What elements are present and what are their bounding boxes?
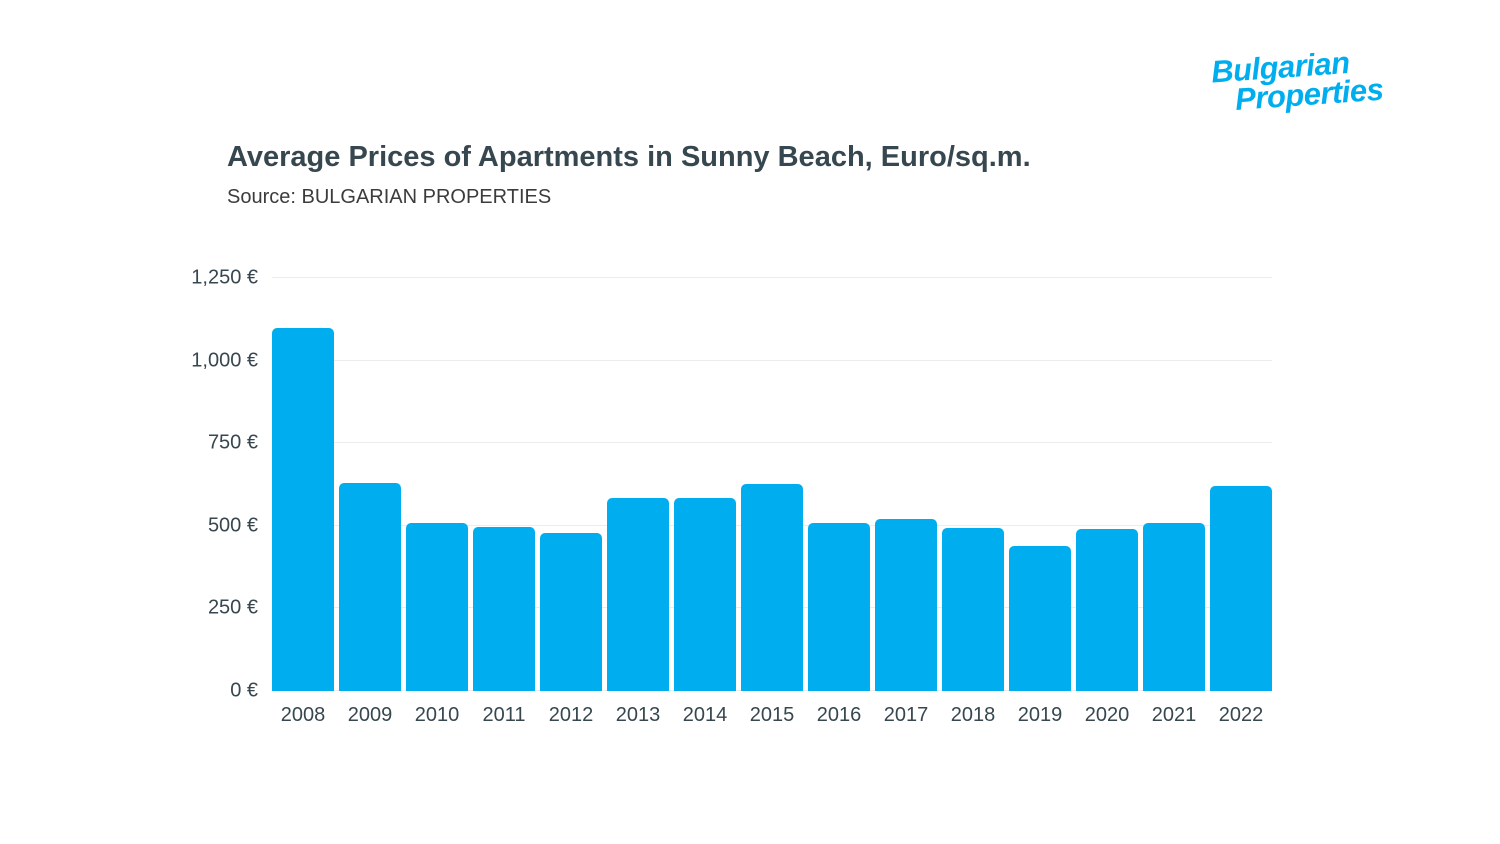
x-tick-label: 2008 bbox=[280, 704, 326, 726]
bar-2018 bbox=[942, 528, 1004, 691]
x-tick-label: 2010 bbox=[414, 704, 460, 726]
x-tick-label: 2011 bbox=[482, 704, 526, 726]
y-tick-label: 1,250 € bbox=[191, 266, 258, 289]
bar-2016 bbox=[808, 522, 870, 691]
bar-2014 bbox=[674, 497, 736, 691]
gridline bbox=[272, 277, 1272, 278]
x-axis: 2008 2009 2010 2011 2012 2013 2014 2015 2016 2017… bbox=[272, 704, 1272, 727]
bar-2020 bbox=[1076, 529, 1138, 691]
x-tick-label: 2021 bbox=[1151, 704, 1197, 726]
y-tick-label: 500 € bbox=[207, 514, 258, 537]
bar-2015 bbox=[741, 484, 803, 691]
chart-title: Average Prices of Apartments in Sunny Be… bbox=[227, 141, 1031, 173]
bar-2017 bbox=[875, 518, 937, 691]
x-tick-label: 2020 bbox=[1084, 704, 1130, 726]
bar-2019 bbox=[1009, 546, 1071, 691]
x-tick-label: 2018 bbox=[950, 704, 996, 726]
bulgarian-properties-logo: Bulgarian Properties bbox=[1208, 42, 1432, 117]
x-tick-label: 2017 bbox=[883, 704, 929, 726]
y-tick-label: 1,000 € bbox=[191, 349, 258, 372]
bar-2011 bbox=[473, 527, 535, 691]
bar-2012 bbox=[540, 533, 602, 691]
x-tick-label: 2016 bbox=[816, 704, 862, 726]
bar-2008 bbox=[272, 327, 334, 691]
plot-area bbox=[272, 277, 1272, 691]
y-tick-label: 250 € bbox=[207, 596, 258, 619]
y-tick-label: 0 € bbox=[230, 679, 258, 702]
x-tick-label: 2009 bbox=[347, 704, 393, 726]
bar-2013 bbox=[607, 497, 669, 691]
x-tick-label: 2013 bbox=[615, 704, 661, 726]
x-tick-label: 2019 bbox=[1017, 704, 1063, 726]
bar-2021 bbox=[1143, 522, 1205, 691]
bar-2022 bbox=[1210, 486, 1272, 691]
gridline bbox=[272, 359, 1272, 361]
bar-2010 bbox=[406, 522, 468, 691]
bars bbox=[272, 278, 1272, 691]
y-tick-label: 750 € bbox=[207, 431, 258, 454]
chart-source: Source: BULGARIAN PROPERTIES bbox=[227, 186, 552, 208]
x-tick-label: 2015 bbox=[749, 704, 795, 726]
x-tick-label: 2022 bbox=[1218, 704, 1264, 726]
bar-2009 bbox=[339, 482, 401, 691]
y-axis: 0 € 250 € 500 € 750 € 1,000 € 1,250 € bbox=[0, 267, 258, 702]
gridline bbox=[272, 442, 1272, 444]
x-tick-label: 2012 bbox=[548, 704, 594, 726]
x-tick-label: 2014 bbox=[682, 704, 728, 726]
